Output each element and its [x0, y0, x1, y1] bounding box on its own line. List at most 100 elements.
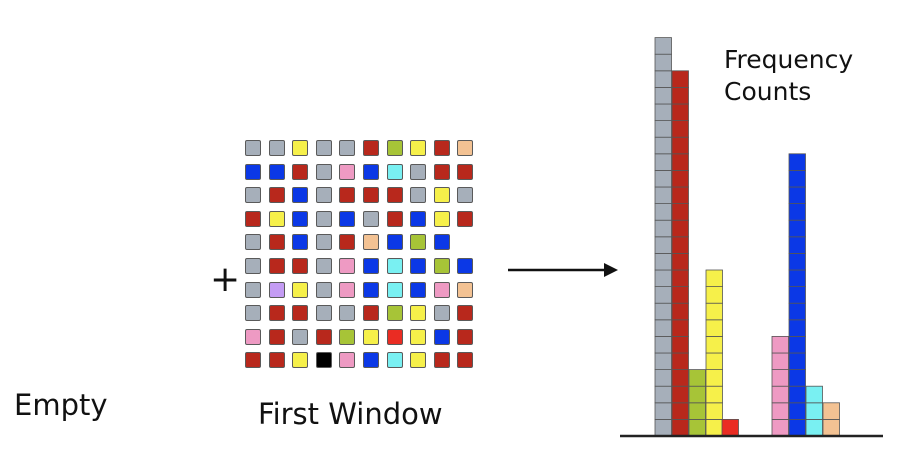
histogram-block — [721, 418, 739, 437]
grid-cell — [292, 140, 309, 156]
grid-cell — [457, 305, 474, 322]
grid-cell — [433, 352, 450, 369]
grid-cell — [315, 187, 332, 204]
histogram-block — [654, 418, 672, 437]
histogram-block — [671, 153, 689, 171]
histogram-block — [671, 120, 689, 138]
histogram-block — [671, 203, 689, 221]
grid-cell — [433, 163, 450, 180]
right-arrow-icon — [508, 263, 618, 277]
histogram-bar — [771, 335, 789, 437]
histogram-block — [654, 186, 672, 205]
first-window-label: First Window — [258, 397, 443, 431]
grid-cell — [245, 187, 261, 204]
grid-cell — [268, 305, 285, 322]
grid-cell — [339, 305, 356, 322]
histogram-bar — [688, 369, 706, 437]
histogram-block — [705, 319, 723, 337]
grid-cell — [315, 281, 332, 298]
grid-cell — [339, 187, 356, 204]
grid-cell — [410, 187, 427, 204]
histogram-block — [671, 252, 689, 271]
grid-cell — [268, 352, 285, 369]
grid-cell — [292, 234, 309, 251]
grid-cell — [457, 281, 474, 298]
histogram-block — [688, 385, 706, 404]
grid-cell — [386, 140, 403, 156]
histogram-block — [654, 369, 672, 387]
grid-cell — [315, 352, 332, 369]
grid-cell — [386, 281, 403, 298]
grid-cell — [245, 258, 261, 274]
grid-cell — [457, 258, 474, 274]
histogram-block — [788, 369, 806, 387]
grid-cell — [457, 352, 474, 369]
grid-cell — [315, 163, 332, 180]
histogram-bar — [788, 153, 806, 437]
grid-cell — [410, 163, 427, 180]
grid-cell — [292, 328, 309, 345]
histogram-block — [654, 203, 672, 221]
grid-cell — [363, 352, 379, 369]
grid-cell — [292, 187, 309, 204]
histogram-block — [671, 402, 689, 420]
grid-cell — [433, 281, 450, 298]
grid-cell — [457, 163, 474, 180]
histogram-block — [654, 236, 672, 254]
first-window-grid — [245, 140, 480, 380]
histogram-block — [771, 335, 789, 354]
histogram-block — [771, 418, 789, 437]
grid-cell — [268, 281, 285, 298]
grid-cell — [386, 328, 403, 345]
histogram-block — [654, 70, 672, 88]
grid-cell — [433, 210, 450, 227]
grid-cell — [245, 305, 261, 322]
histogram-block — [654, 402, 672, 420]
histogram-block — [671, 319, 689, 337]
grid-cell — [245, 210, 261, 227]
histogram-block — [705, 269, 723, 288]
histogram-block — [654, 352, 672, 371]
grid-cell — [386, 234, 403, 251]
grid-cell — [410, 258, 427, 274]
grid-cell — [363, 328, 379, 345]
histogram-block — [788, 269, 806, 288]
histogram-block — [654, 37, 672, 55]
histogram-block — [788, 169, 806, 188]
grid-cell — [268, 210, 285, 227]
histogram-block — [788, 153, 806, 171]
grid-cell — [410, 210, 427, 227]
histogram-block — [671, 352, 689, 371]
grid-cell — [315, 140, 332, 156]
histogram-block — [671, 286, 689, 304]
histogram-block — [788, 286, 806, 304]
histogram-block — [654, 120, 672, 138]
grid-cell — [245, 140, 261, 156]
grid-cell — [433, 258, 450, 274]
histogram-block — [654, 136, 672, 155]
histogram-block — [705, 352, 723, 371]
histogram-bar — [705, 269, 723, 437]
grid-cell — [268, 163, 285, 180]
histogram-block — [654, 269, 672, 288]
histogram-block — [688, 369, 706, 387]
histogram-block — [671, 385, 689, 404]
grid-cell — [268, 187, 285, 204]
histogram-bar — [721, 418, 739, 437]
grid-cell — [268, 258, 285, 274]
histogram-block — [771, 385, 789, 404]
histogram-block — [788, 319, 806, 337]
grid-cell — [292, 281, 309, 298]
grid-cell — [268, 234, 285, 251]
grid-cell — [339, 163, 356, 180]
histogram-block — [654, 53, 672, 72]
histogram-block — [788, 385, 806, 404]
histogram-block — [705, 418, 723, 437]
grid-cell — [433, 234, 450, 251]
histogram-block — [654, 219, 672, 238]
histogram-block — [788, 203, 806, 221]
histogram-block — [654, 103, 672, 122]
grid-cell — [433, 140, 450, 156]
grid-cell — [363, 258, 379, 274]
histogram-bar — [671, 70, 689, 437]
